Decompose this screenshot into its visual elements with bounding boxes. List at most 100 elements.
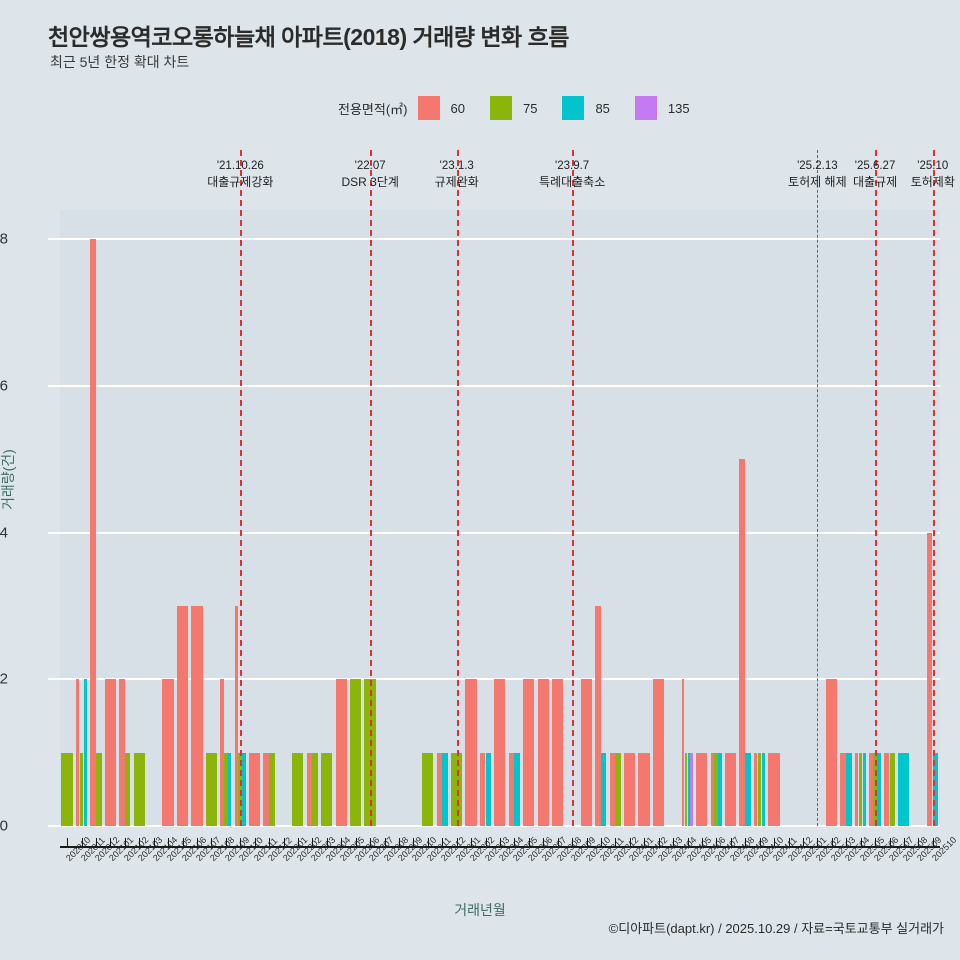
bar-202109-85[interactable] <box>227 752 232 826</box>
bar-202110-60[interactable] <box>234 606 239 826</box>
bar-202112-75[interactable] <box>269 752 275 826</box>
bar-202303-60[interactable] <box>479 752 486 826</box>
bar-202505-85[interactable] <box>862 752 867 826</box>
bar-202411-60[interactable] <box>768 752 780 826</box>
bar-202102-60[interactable] <box>119 679 125 826</box>
bar-202505-75[interactable] <box>858 752 863 826</box>
bar-202410-85[interactable] <box>761 752 766 826</box>
footer-credit: ©디아파트(dapt.kr) / 2025.10.29 / 자료=국토교통부 실… <box>608 921 944 936</box>
bar-202510-85[interactable] <box>932 752 939 826</box>
bar-202109-75[interactable] <box>223 752 228 826</box>
plot-area <box>60 150 940 827</box>
bar-202308-60[interactable] <box>551 679 564 826</box>
bar-202111-60[interactable] <box>248 752 261 826</box>
bar-202503-60[interactable] <box>826 679 838 826</box>
bar-202408-60[interactable] <box>725 752 737 826</box>
bar-202012-75[interactable] <box>96 752 102 826</box>
bar-202401-60[interactable] <box>624 752 636 826</box>
bar-202504-85[interactable] <box>846 752 852 826</box>
x-tick-mark <box>817 838 819 847</box>
bar-202212-85[interactable] <box>442 752 448 826</box>
bar-202312-60[interactable] <box>609 752 616 826</box>
bar-202506-75[interactable] <box>873 752 877 826</box>
bar-202504-60[interactable] <box>840 752 846 826</box>
bar-202402-60[interactable] <box>638 752 650 826</box>
bar-202011-85[interactable] <box>83 679 88 826</box>
bar-202206-75[interactable] <box>349 679 362 826</box>
bar-202311-85[interactable] <box>600 752 607 826</box>
legend-item-label: 60 <box>450 100 465 116</box>
bar-202307-60[interactable] <box>537 679 549 826</box>
legend-item-60[interactable]: 60 <box>417 96 486 120</box>
bar-202410-60[interactable] <box>753 752 758 826</box>
x-tick-mark <box>860 838 862 847</box>
annotation-text: 대출규제강화 <box>207 175 274 189</box>
bar-202505-60[interactable] <box>854 752 859 826</box>
bar-202405-60[interactable] <box>681 679 685 826</box>
bar-202405-75[interactable] <box>684 752 688 826</box>
bar-202112-60[interactable] <box>263 752 269 826</box>
bar-202407-60[interactable] <box>710 752 715 826</box>
bar-202405-85[interactable] <box>687 752 691 826</box>
bar-202110-75[interactable] <box>238 752 242 826</box>
bar-202203-60[interactable] <box>306 752 313 826</box>
legend-item-135[interactable]: 135 <box>634 96 711 120</box>
bar-202311-60[interactable] <box>595 606 601 826</box>
bar-202312-75[interactable] <box>615 752 621 826</box>
bar-202305-60[interactable] <box>508 752 515 826</box>
bar-202506-60[interactable] <box>869 752 873 826</box>
annotation-date: '23.9.7 <box>555 160 590 172</box>
bar-202302-60[interactable] <box>465 679 477 826</box>
annotation-date: '21.10.26 <box>216 160 264 172</box>
bar-202010-75[interactable] <box>61 752 73 826</box>
x-tick-mark <box>124 838 126 847</box>
bar-202301-75[interactable] <box>450 752 463 826</box>
bar-202011-60[interactable] <box>75 679 80 826</box>
bar-202510-60[interactable] <box>927 532 933 826</box>
bar-202306-60[interactable] <box>523 679 535 826</box>
x-tick-mark <box>745 838 747 847</box>
legend-item-85[interactable]: 85 <box>562 96 630 120</box>
bar-202211-75[interactable] <box>422 752 434 826</box>
bar-202012-60[interactable] <box>90 239 96 826</box>
bar-202507-60[interactable] <box>883 752 890 826</box>
x-tick-mark <box>96 838 98 847</box>
bar-202011-75[interactable] <box>79 752 84 826</box>
bar-202204-75[interactable] <box>321 752 333 826</box>
bar-202310-60[interactable] <box>580 679 593 826</box>
bar-202108-75[interactable] <box>205 752 217 826</box>
bar-202110-85[interactable] <box>242 752 246 826</box>
bar-202101-60[interactable] <box>104 679 116 826</box>
bar-202409-60[interactable] <box>739 459 745 826</box>
bar-202105-60[interactable] <box>162 679 174 826</box>
bar-202205-60[interactable] <box>335 679 347 826</box>
bar-202508-85[interactable] <box>898 752 910 826</box>
bar-202409-85[interactable] <box>745 752 751 826</box>
bar-202507-75[interactable] <box>889 752 895 826</box>
bar-202410-75[interactable] <box>757 752 762 826</box>
bar-202212-60[interactable] <box>436 752 442 826</box>
bar-202202-75[interactable] <box>292 752 304 826</box>
bar-202305-85[interactable] <box>514 752 520 826</box>
legend-item-75[interactable]: 75 <box>489 96 558 120</box>
bar-202106-60[interactable] <box>176 606 189 826</box>
event-line-202309 <box>572 150 575 826</box>
bar-202102-75[interactable] <box>124 752 131 826</box>
bar-202407-85[interactable] <box>718 752 722 826</box>
legend-item-label: 135 <box>667 100 690 116</box>
bar-202406-60[interactable] <box>696 752 708 826</box>
bar-202506-85[interactable] <box>877 752 881 826</box>
bar-202304-60[interactable] <box>494 679 506 826</box>
bar-202303-85[interactable] <box>485 752 492 826</box>
bar-202405-135[interactable] <box>690 752 693 826</box>
bar-202403-60[interactable] <box>652 679 665 826</box>
bar-202207-75[interactable] <box>364 679 376 826</box>
bar-202407-75[interactable] <box>714 752 719 826</box>
bar-202107-60[interactable] <box>191 606 203 826</box>
bar-202109-60[interactable] <box>220 679 224 826</box>
bar-202103-75[interactable] <box>133 752 145 826</box>
bar-202203-75[interactable] <box>312 752 318 826</box>
x-tick-mark <box>629 838 631 847</box>
x-axis-line <box>60 846 940 848</box>
x-tick-mark <box>903 838 905 847</box>
